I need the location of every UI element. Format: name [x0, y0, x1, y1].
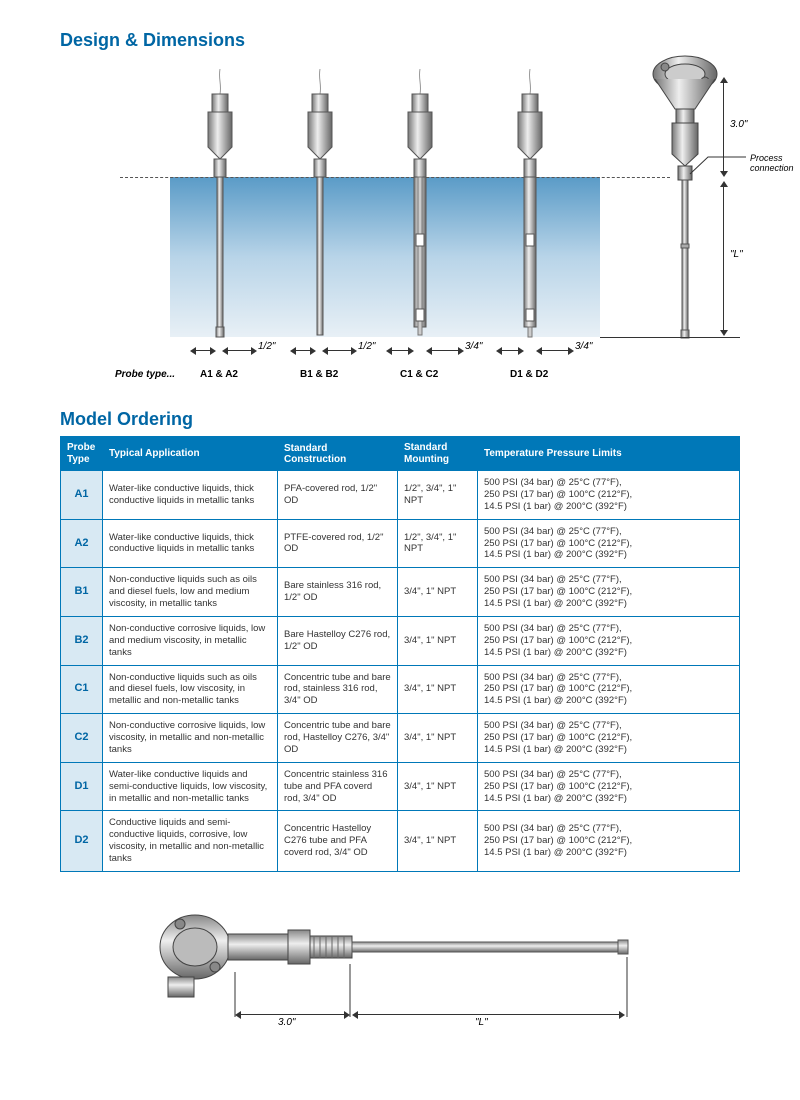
probe-a — [190, 69, 250, 339]
table-row: C1Non-conductive liquids such as oils an… — [61, 665, 740, 714]
dim-a-right — [222, 343, 257, 353]
cell-tpl: 500 PSI (34 bar) @ 25°C (77°F),250 PSI (… — [478, 471, 740, 520]
table-row: A1Water-like conductive liquids, thick c… — [61, 471, 740, 520]
bottom-dim1-label: 3.0" — [278, 1017, 295, 1028]
cell-construction: PFA-covered rod, 1/2" OD — [278, 471, 398, 520]
dim-d-left — [496, 343, 524, 353]
cell-probe-type: A2 — [61, 519, 103, 568]
cell-mounting: 1/2", 3/4", 1" NPT — [398, 519, 478, 568]
probe-label-b: B1 & B2 — [300, 369, 338, 380]
col-application: Typical Application — [103, 437, 278, 471]
table-row: C2Non-conductive corrosive liquids, low … — [61, 714, 740, 763]
probe-label-d: D1 & D2 — [510, 369, 548, 380]
probe-type-prefix: Probe type... — [115, 369, 175, 380]
width-a-label: 1/2" — [258, 341, 275, 352]
cell-construction: PTFE-covered rod, 1/2" OD — [278, 519, 398, 568]
dim-d-right — [536, 343, 574, 353]
process-connection-callout: Process connection — [750, 154, 794, 174]
cell-tpl: 500 PSI (34 bar) @ 25°C (77°F),250 PSI (… — [478, 616, 740, 665]
dim-a-left — [190, 343, 216, 353]
dim-c-right — [426, 343, 464, 353]
dim-b-right — [322, 343, 357, 353]
cell-application: Water-like conductive liquids and semi-c… — [103, 762, 278, 811]
table-row: D2Conductive liquids and semi-conductive… — [61, 811, 740, 872]
cell-tpl: 500 PSI (34 bar) @ 25°C (77°F),250 PSI (… — [478, 714, 740, 763]
cell-mounting: 3/4", 1" NPT — [398, 568, 478, 617]
cell-construction: Bare Hastelloy C276 rod, 1/2" OD — [278, 616, 398, 665]
cell-mounting: 3/4", 1" NPT — [398, 714, 478, 763]
cell-construction: Concentric tube and bare rod, Hastelloy … — [278, 714, 398, 763]
cell-application: Water-like conductive liquids, thick con… — [103, 519, 278, 568]
bottom-dim2-arrow — [352, 1007, 625, 1017]
probe-label-c: C1 & C2 — [400, 369, 438, 380]
cell-mounting: 1/2", 3/4", 1" NPT — [398, 471, 478, 520]
cell-application: Non-conductive liquids such as oils and … — [103, 568, 278, 617]
cell-construction: Concentric stainless 316 tube and PFA co… — [278, 762, 398, 811]
cell-mounting: 3/4", 1" NPT — [398, 762, 478, 811]
cell-application: Non-conductive corrosive liquids, low an… — [103, 616, 278, 665]
table-row: A2Water-like conductive liquids, thick c… — [61, 519, 740, 568]
width-b-label: 1/2" — [358, 341, 375, 352]
cell-probe-type: D1 — [61, 762, 103, 811]
probe-b — [290, 69, 350, 339]
col-construction: Standard Construction — [278, 437, 398, 471]
col-tpl: Temperature Pressure Limits — [478, 437, 740, 471]
cell-application: Water-like conductive liquids, thick con… — [103, 471, 278, 520]
ordering-table: Probe Type Typical Application Standard … — [60, 436, 740, 872]
cell-mounting: 3/4", 1" NPT — [398, 616, 478, 665]
probe-with-head — [610, 54, 730, 349]
bottom-diagram: 3.0" "L" — [60, 902, 740, 1052]
cell-tpl: 500 PSI (34 bar) @ 25°C (77°F),250 PSI (… — [478, 665, 740, 714]
probe-label-a: A1 & A2 — [200, 369, 238, 380]
callout-text: Process connection — [750, 153, 794, 173]
cell-probe-type: B2 — [61, 616, 103, 665]
cell-application: Non-conductive liquids such as oils and … — [103, 665, 278, 714]
cell-construction: Concentric Hastelloy C276 tube and PFA c… — [278, 811, 398, 872]
cell-mounting: 3/4", 1" NPT — [398, 811, 478, 872]
dim-lower-label: "L" — [730, 249, 743, 260]
cell-application: Non-conductive corrosive liquids, low vi… — [103, 714, 278, 763]
dim-upper-label: 3.0" — [730, 119, 747, 130]
dim-c-left — [386, 343, 414, 353]
cell-tpl: 500 PSI (34 bar) @ 25°C (77°F),250 PSI (… — [478, 811, 740, 872]
probe-c — [390, 69, 450, 339]
table-row: D1Water-like conductive liquids and semi… — [61, 762, 740, 811]
cell-application: Conductive liquids and semi-conductive l… — [103, 811, 278, 872]
cell-mounting: 3/4", 1" NPT — [398, 665, 478, 714]
cell-tpl: 500 PSI (34 bar) @ 25°C (77°F),250 PSI (… — [478, 519, 740, 568]
top-diagram: 3.0" "L" Process connection 1/2" 1/2" 3/… — [60, 59, 740, 389]
lower-extent-line — [600, 337, 740, 338]
width-d-label: 3/4" — [575, 341, 592, 352]
dim-b-left — [290, 343, 316, 353]
cell-tpl: 500 PSI (34 bar) @ 25°C (77°F),250 PSI (… — [478, 762, 740, 811]
table-row: B1Non-conductive liquids such as oils an… — [61, 568, 740, 617]
dim-arrow-lower — [718, 181, 728, 336]
bottom-dim1-arrow — [235, 1007, 350, 1017]
width-c-label: 3/4" — [465, 341, 482, 352]
col-mounting: Standard Mounting — [398, 437, 478, 471]
table-row: B2Non-conductive corrosive liquids, low … — [61, 616, 740, 665]
col-probe-type: Probe Type — [61, 437, 103, 471]
cell-probe-type: B1 — [61, 568, 103, 617]
probe-d — [500, 69, 560, 339]
cell-probe-type: D2 — [61, 811, 103, 872]
model-ordering-heading: Model Ordering — [60, 409, 740, 430]
cell-probe-type: A1 — [61, 471, 103, 520]
design-dimensions-heading: Design & Dimensions — [60, 30, 740, 51]
cell-construction: Concentric tube and bare rod, stainless … — [278, 665, 398, 714]
bottom-dim2-label: "L" — [475, 1017, 488, 1028]
cell-probe-type: C1 — [61, 665, 103, 714]
cell-probe-type: C2 — [61, 714, 103, 763]
cell-tpl: 500 PSI (34 bar) @ 25°C (77°F),250 PSI (… — [478, 568, 740, 617]
cell-construction: Bare stainless 316 rod, 1/2" OD — [278, 568, 398, 617]
